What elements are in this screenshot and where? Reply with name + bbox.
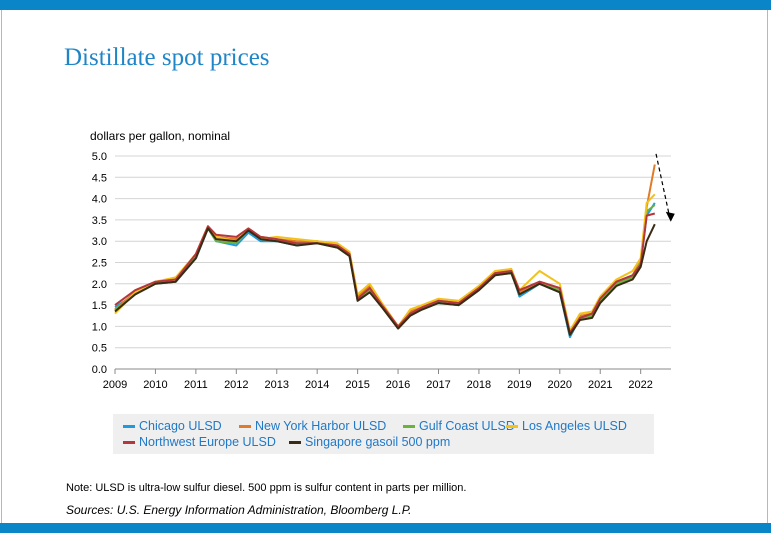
legend-swatch bbox=[289, 441, 301, 445]
legend-swatch bbox=[239, 425, 251, 429]
x-tick-label: 2017 bbox=[426, 379, 450, 391]
trend-arrow-line bbox=[655, 153, 671, 218]
chart-series bbox=[114, 164, 656, 339]
x-tick-label: 2022 bbox=[628, 379, 652, 391]
series-line bbox=[114, 204, 656, 336]
chart-annotation bbox=[655, 153, 675, 222]
y-tick-label: 2.0 bbox=[92, 279, 107, 291]
legend-swatch bbox=[403, 425, 415, 429]
x-tick-label: 2011 bbox=[184, 379, 208, 391]
legend-swatch bbox=[123, 441, 135, 445]
x-tick-label: 2013 bbox=[265, 379, 289, 391]
x-tick-label: 2015 bbox=[345, 379, 369, 391]
legend-item: Los Angeles ULSD bbox=[506, 419, 627, 433]
bottom-accent-bar bbox=[0, 523, 771, 533]
x-tick-label: 2018 bbox=[467, 379, 491, 391]
y-tick-label: 2.5 bbox=[92, 258, 107, 270]
legend-label: Chicago ULSD bbox=[139, 419, 222, 433]
series-line bbox=[114, 212, 656, 334]
y-tick-label: 4.0 bbox=[92, 194, 107, 206]
y-axis-label: dollars per gallon, nominal bbox=[90, 129, 231, 143]
legend-label: Northwest Europe ULSD bbox=[139, 435, 276, 449]
x-tick-label: 2014 bbox=[305, 379, 329, 391]
y-tick-label: 3.5 bbox=[92, 215, 107, 227]
legend-item: Gulf Coast ULSD bbox=[403, 419, 515, 433]
legend-item: Chicago ULSD bbox=[123, 419, 222, 433]
page-title: Distillate spot prices bbox=[64, 44, 270, 71]
x-tick-label: 2009 bbox=[103, 379, 127, 391]
legend-label: Singapore gasoil 500 ppm bbox=[305, 435, 451, 449]
x-tick-label: 2020 bbox=[548, 379, 572, 391]
legend-item: New York Harbor ULSD bbox=[239, 419, 386, 433]
y-tick-label: 4.5 bbox=[92, 172, 107, 184]
y-tick-labels: 0.0 0.5 1.0 1.5 2.0 2.5 3.0 3.5 4.0 4.5 5.0 bbox=[92, 151, 107, 376]
series-line bbox=[114, 202, 656, 339]
chart-grid bbox=[115, 155, 671, 370]
x-tick-label: 2019 bbox=[507, 379, 531, 391]
y-tick-label: 1.0 bbox=[92, 321, 107, 333]
legend-swatch bbox=[123, 425, 135, 429]
x-tick-label: 2010 bbox=[143, 379, 167, 391]
legend-item: Northwest Europe ULSD bbox=[123, 435, 276, 449]
legend-label: Los Angeles ULSD bbox=[522, 419, 627, 433]
y-tick-label: 5.0 bbox=[92, 151, 107, 163]
chart-legend: Chicago ULSD New York Harbor ULSD Gulf Coa… bbox=[113, 414, 654, 454]
x-tick-labels: 2009 2010 2011 2012 2013 2014 2015 2016 2017 2018… bbox=[103, 369, 653, 391]
x-tick-label: 2021 bbox=[588, 379, 612, 391]
x-tick-label: 2016 bbox=[386, 379, 410, 391]
y-tick-label: 3.0 bbox=[92, 236, 107, 248]
legend-swatch bbox=[506, 425, 518, 429]
legend-item: Singapore gasoil 500 ppm bbox=[289, 435, 450, 449]
chart-note: Note: ULSD is ultra-low sulfur diesel. 5… bbox=[66, 482, 467, 494]
legend-label: New York Harbor ULSD bbox=[255, 419, 387, 433]
series-line bbox=[114, 193, 656, 332]
trend-arrow-head bbox=[665, 211, 675, 222]
y-tick-label: 1.5 bbox=[92, 300, 107, 312]
y-tick-label: 0.5 bbox=[92, 343, 107, 355]
chart-sources: Sources: U.S. Energy Information Adminis… bbox=[66, 503, 412, 517]
top-accent-bar bbox=[0, 0, 771, 10]
series-line bbox=[114, 223, 656, 336]
x-tick-label: 2012 bbox=[224, 379, 248, 391]
legend-label: Gulf Coast ULSD bbox=[419, 419, 515, 433]
y-tick-label: 0.0 bbox=[92, 364, 107, 376]
